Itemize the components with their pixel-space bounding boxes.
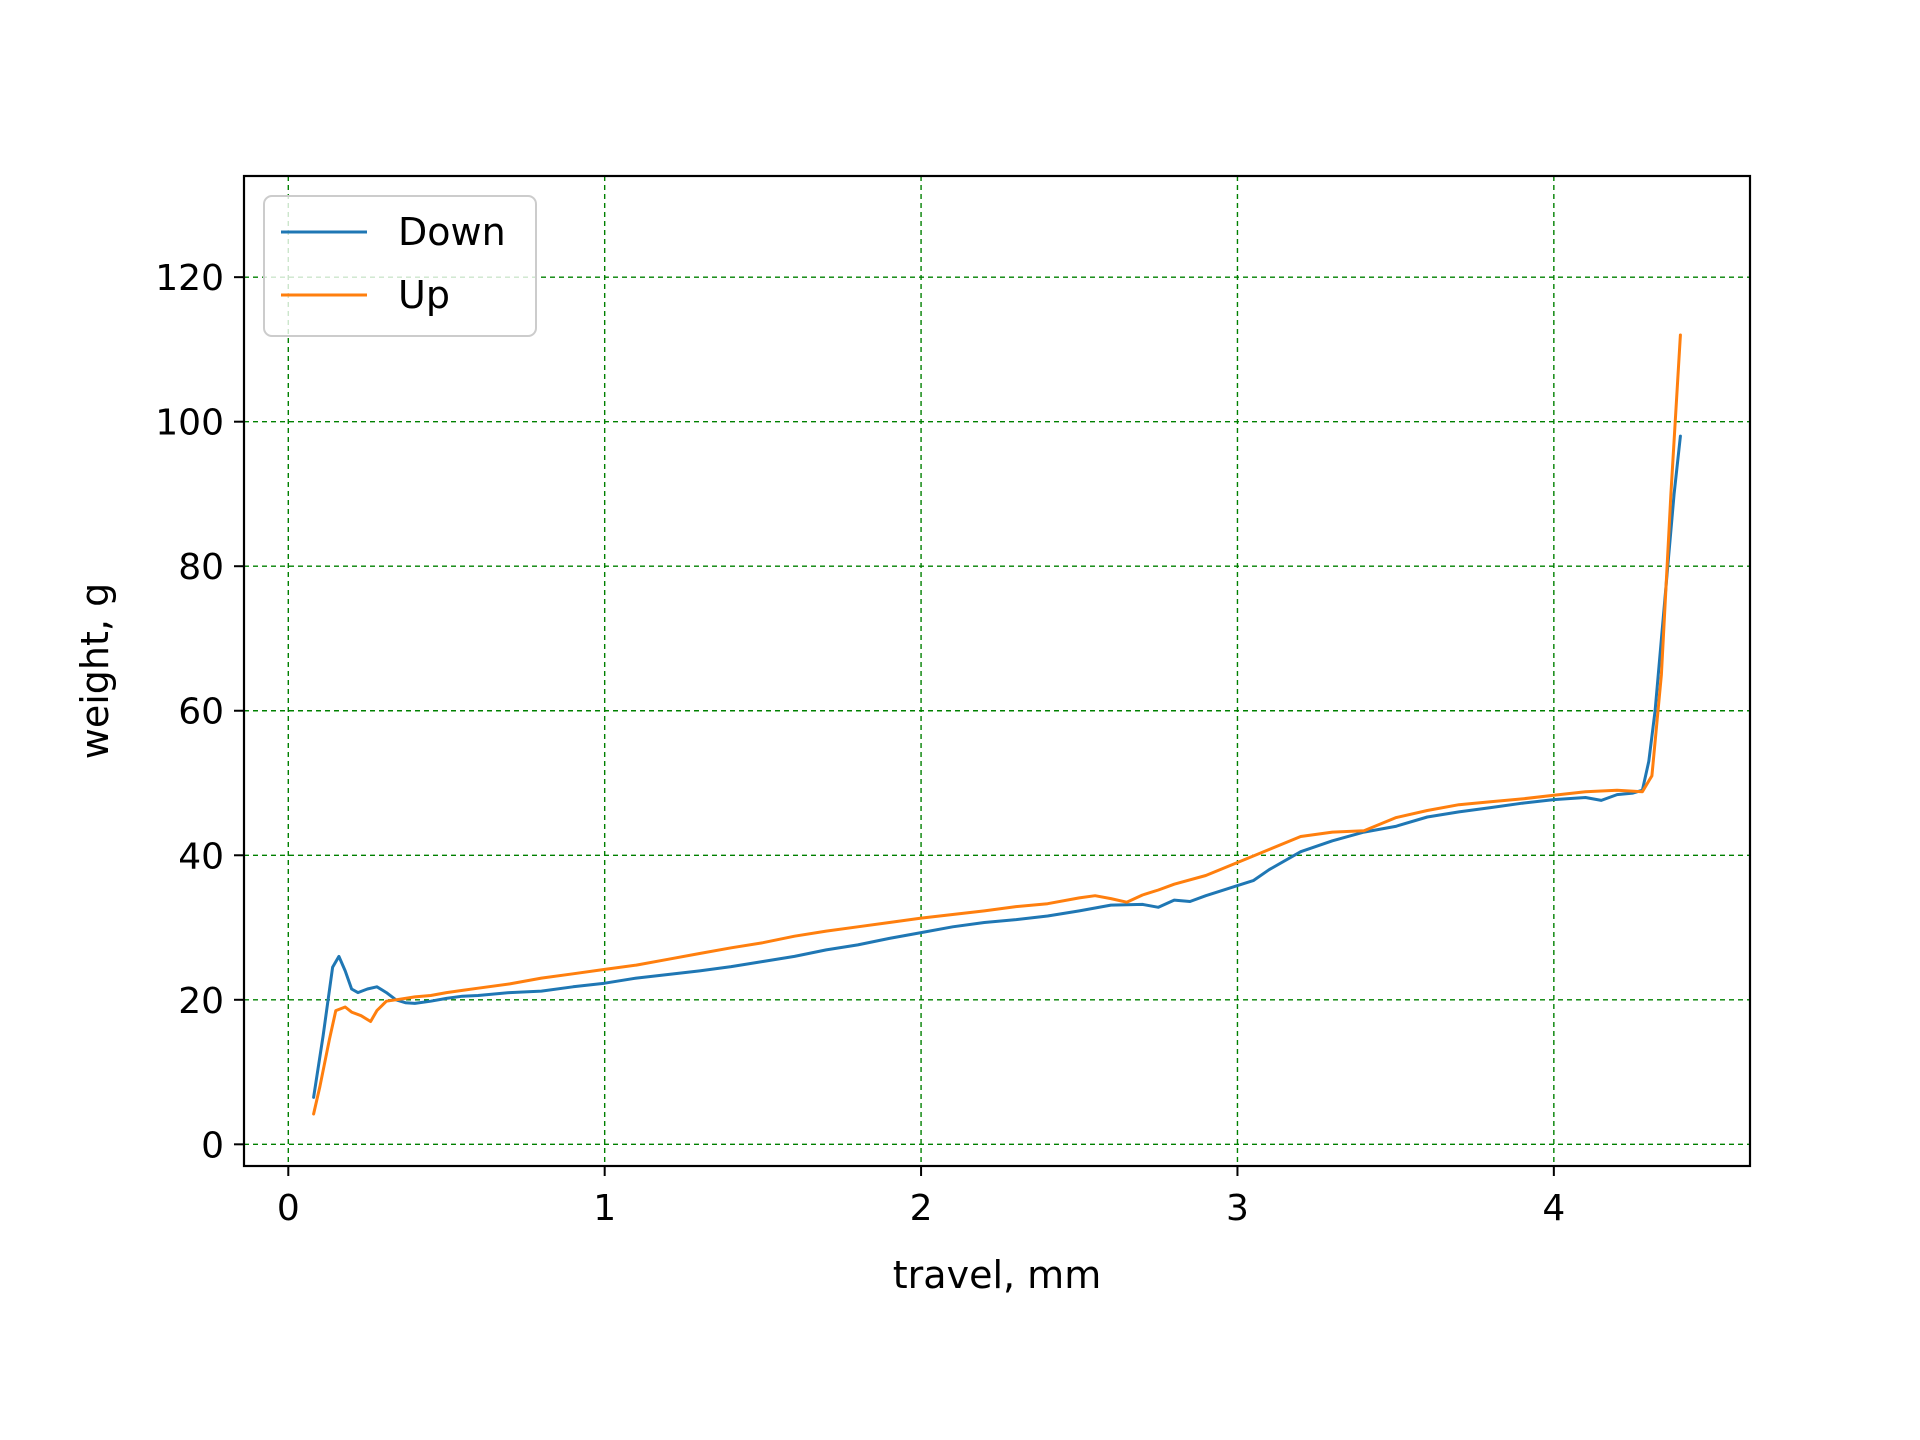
x-tick-label: 0 [277,1188,300,1229]
y-axis-label: weight, g [73,583,117,759]
x-tick-label: 4 [1542,1188,1565,1229]
y-axis-ticks: 0 20 40 60 80 100 120 [155,258,244,1166]
y-tick-label: 0 [201,1125,224,1166]
series-line-down [312,434,1682,1099]
y-tick-label: 60 [178,692,224,733]
grid-lines [244,176,1750,1166]
legend-label-up: Up [398,273,450,317]
y-tick-label: 80 [178,547,224,588]
series-line-up [312,333,1682,1116]
series-lines [312,333,1682,1116]
x-tick-label: 2 [910,1188,933,1229]
y-tick-label: 40 [178,836,224,877]
x-axis-label: travel, mm [893,1253,1101,1297]
x-tick-label: 1 [593,1188,616,1229]
plot-frame [242,174,1752,1168]
y-tick-label: 20 [178,981,224,1022]
x-tick-label: 3 [1226,1188,1249,1229]
y-tick-label: 120 [155,258,224,299]
legend: Down Up [263,195,537,337]
legend-label-down: Down [398,210,506,254]
y-tick-label: 100 [155,403,224,444]
x-axis-ticks: 0 1 2 3 4 [277,1166,1565,1229]
